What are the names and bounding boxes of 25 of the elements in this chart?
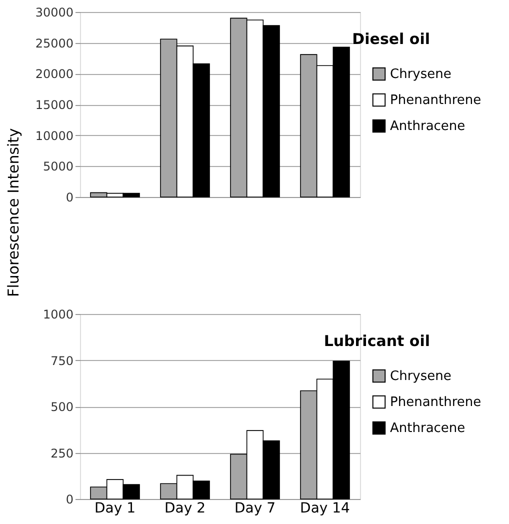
text: Diesel oil xyxy=(352,30,430,48)
y-tick-label: 5000 xyxy=(42,160,74,174)
legend-label: Phenanthrene xyxy=(390,93,482,108)
y-tick-label: 20000 xyxy=(35,67,74,82)
text: Lubricant oil xyxy=(324,332,430,350)
y-tick-label: 30000 xyxy=(35,6,74,20)
y-tick-label: 750 xyxy=(50,354,74,368)
y-tick-label: 10000 xyxy=(35,128,74,143)
legend-label: Anthracene xyxy=(390,421,466,436)
legend-label: Chrysene xyxy=(390,67,452,82)
legend-label: Anthracene xyxy=(390,119,466,134)
x-tick-label: Day 1 xyxy=(94,500,136,516)
y-tick-label: 500 xyxy=(50,400,74,414)
x-tick-label: Day 7 xyxy=(234,500,276,516)
y-tick-label: 0 xyxy=(66,190,74,204)
y-tick-label: 25000 xyxy=(35,36,74,50)
y-tick-label: 15000 xyxy=(35,98,74,112)
x-tick-label: Day 2 xyxy=(164,500,206,516)
legend-label: Chrysene xyxy=(390,369,452,384)
legend-label: Phenanthrene xyxy=(390,395,482,410)
y-tick-label: 1000 xyxy=(42,308,74,322)
y-tick-label: 250 xyxy=(50,446,74,460)
y-axis-title: Fluorescence Intensity xyxy=(4,128,22,297)
x-tick-label: Day 14 xyxy=(300,500,350,516)
y-tick-label: 0 xyxy=(66,492,74,506)
